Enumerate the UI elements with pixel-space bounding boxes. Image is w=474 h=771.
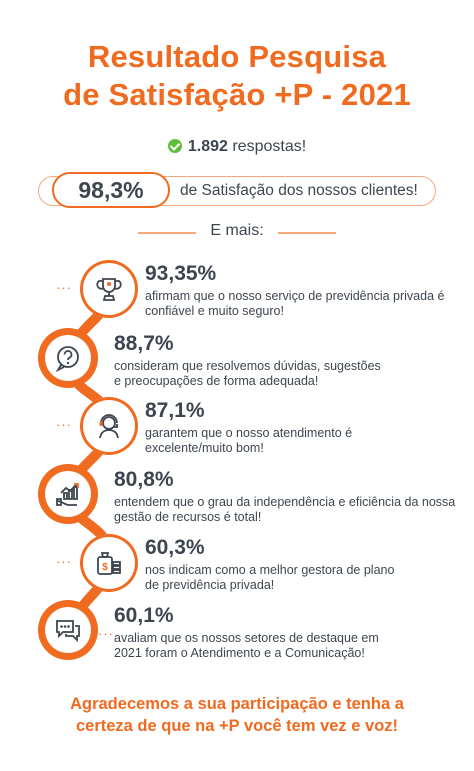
item-value: 88,7%	[114, 332, 174, 355]
divider-left	[138, 232, 196, 234]
page-title: Resultado Pesquisa de Satisfação +P - 20…	[0, 38, 474, 114]
check-circle-icon	[167, 139, 182, 153]
item-desc-line1: nos indicam como a melhor gestora de pla…	[145, 563, 395, 577]
item-desc-line1: garantem que o nosso atendimento é	[145, 426, 353, 440]
dots-decoration: ···	[56, 554, 72, 569]
item-value: 93,35%	[145, 262, 217, 285]
svg-text:$: $	[102, 562, 108, 573]
chat-icon	[56, 620, 80, 643]
item-value: 87,1%	[145, 399, 205, 422]
more-label: E mais:	[210, 222, 264, 239]
item-desc-line2: e preocupações de forma adequada!	[114, 374, 319, 388]
icon-circle	[38, 464, 98, 524]
item-desc-line2: gestão de recursos é total!	[114, 510, 262, 524]
item-value: 80,8%	[114, 468, 174, 491]
item-desc-line2: 2021 foram o Atendimento e a Comunicação…	[114, 646, 365, 660]
title-line-2: de Satisfação +P - 2021	[63, 77, 411, 112]
icon-circle	[80, 260, 138, 318]
item-desc-line2: excelente/muito bom!	[145, 441, 264, 455]
item-value: 60,1%	[114, 604, 174, 627]
icon-circle	[38, 600, 98, 660]
item-desc-line1: afirmam que o nosso serviço de previdênc…	[145, 289, 445, 303]
dots-decoration: ···	[56, 280, 72, 295]
satisfaction-value: 98,3%	[52, 172, 170, 208]
item-value: 60,3%	[145, 536, 205, 559]
item-desc-line2: confiável e muito seguro!	[145, 304, 284, 318]
icon-circle: $	[80, 534, 138, 592]
responses-count: 1.892	[187, 138, 228, 155]
footer-line-2: certeza de que na +P você tem vez e voz!	[75, 717, 399, 735]
item-desc-line2: de previdência privada!	[145, 578, 275, 592]
icon-circle	[80, 397, 138, 455]
question-icon	[55, 346, 79, 373]
title-line-1: Resultado Pesquisa	[87, 39, 387, 74]
footer-line-1: Agradecemos a sua participação e tenha a	[70, 695, 404, 713]
item-desc-line1: entendem que o grau da independência e e…	[114, 495, 456, 509]
item-desc-line1: avaliam que os nossos setores de destaqu…	[114, 631, 379, 645]
responses-summary: 1.892 respostas!	[0, 138, 474, 156]
divider-right	[278, 232, 336, 234]
footer-message: Agradecemos a sua participação e tenha a…	[0, 693, 474, 737]
growth-chart-icon	[56, 483, 79, 506]
satisfaction-bar	[38, 176, 436, 206]
satisfaction-label: de Satisfação dos nossos clientes!	[180, 182, 418, 199]
item-desc-line1: consideram que resolvemos dúvidas, suges…	[114, 359, 381, 373]
dots-decoration: ···	[56, 417, 72, 432]
responses-label: respostas!	[232, 138, 307, 155]
icon-circle	[38, 328, 98, 388]
dots-decoration: ···	[98, 626, 114, 641]
support-agent-icon	[99, 414, 119, 439]
money-bag-icon: $	[97, 552, 121, 575]
trophy-icon	[96, 278, 122, 301]
